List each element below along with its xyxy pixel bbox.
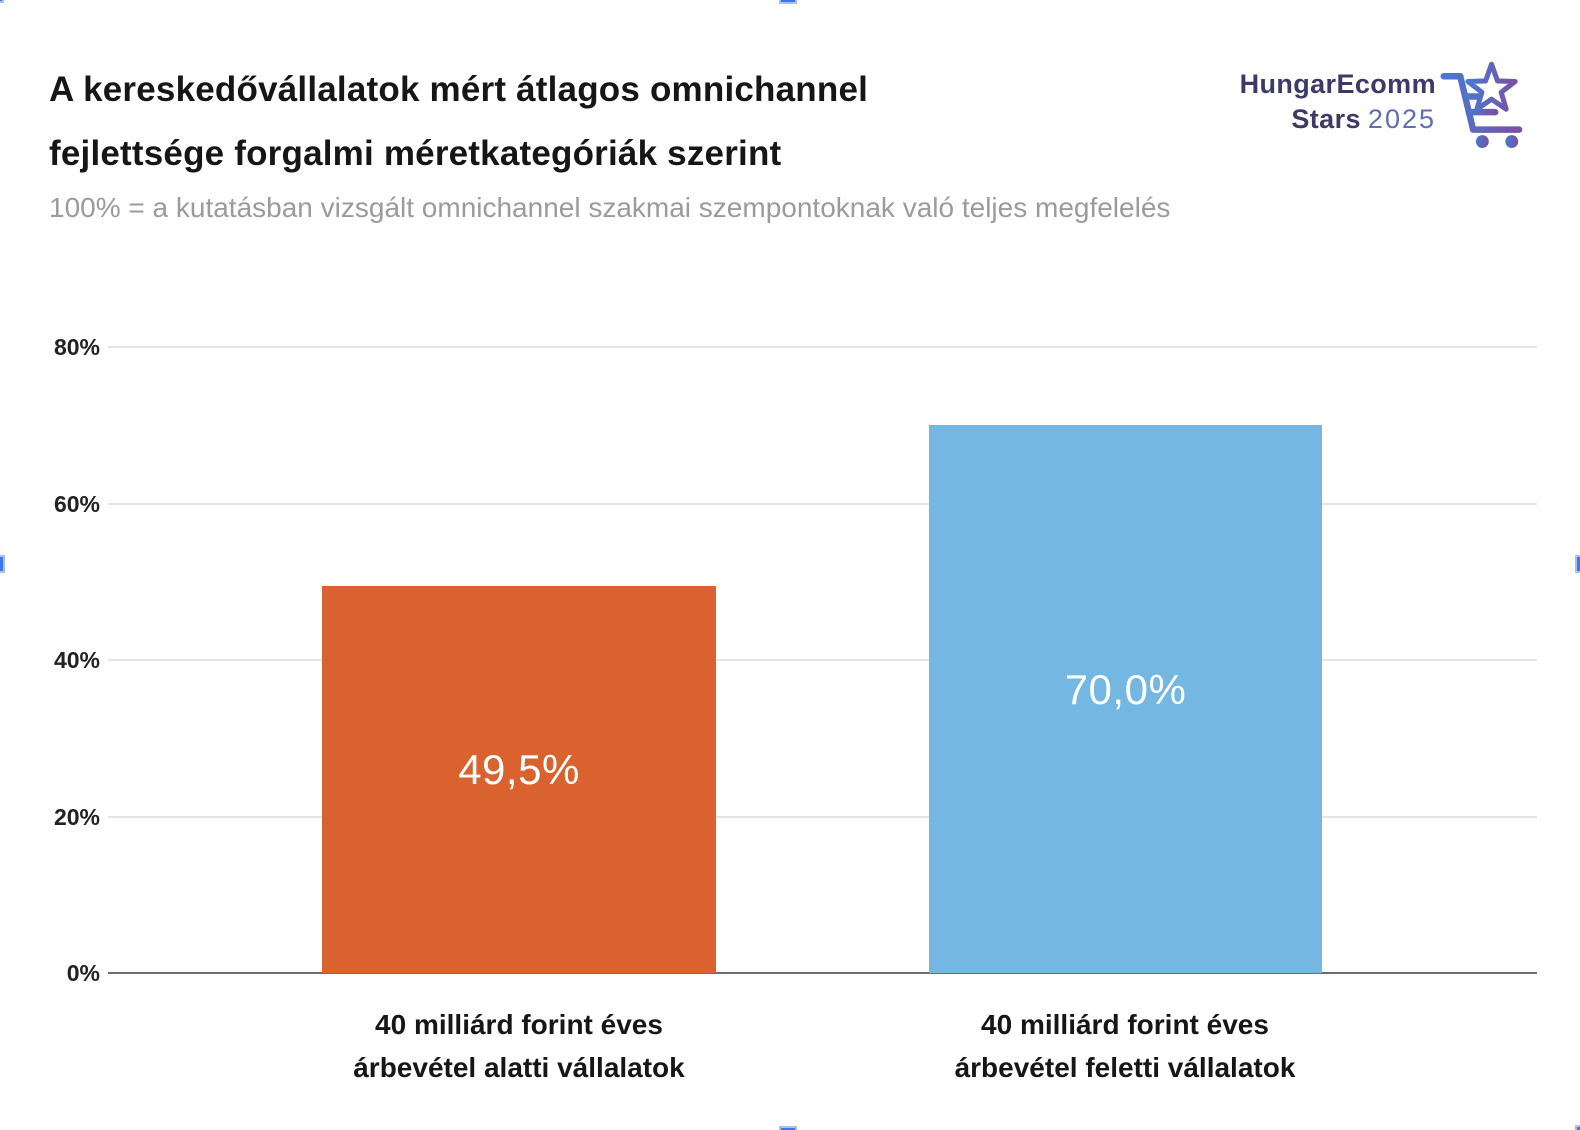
selection-handle-top-left[interactable] <box>0 0 4 3</box>
y-axis: 0% 20% 40% 60% 80% <box>0 335 100 985</box>
hungarecomm-logo: HungarEcomm Stars 2025 <box>1240 52 1532 152</box>
bar-value-label: 70,0% <box>1064 666 1187 714</box>
category-label-line1: 40 milliárd forint éves <box>981 1009 1269 1040</box>
chart-title: A kereskedővállalatok mért átlagos omnic… <box>49 58 868 186</box>
gridline-80 <box>108 346 1537 348</box>
chart-subtitle: 100% = a kutatásban vizsgált omnichannel… <box>49 192 1171 223</box>
category-label-line2: árbevétel alatti vállalatok <box>353 1052 685 1083</box>
bar-chart-plot-area[interactable]: 49,5% 70,0% 40 milliárd forint éves árbe… <box>108 346 1537 1083</box>
bar-value-label: 49,5% <box>458 746 580 794</box>
y-tick-20: 20% <box>53 803 100 830</box>
y-tick-0: 0% <box>66 960 100 986</box>
bar-under-40-billion: 49,5% <box>322 585 716 973</box>
hungarecomm-logo-text: HungarEcomm Stars 2025 <box>1240 67 1436 137</box>
category-label-over-40-billion: 40 milliárd forint éves árbevétel felett… <box>845 1003 1405 1089</box>
y-tick-60: 60% <box>53 490 100 517</box>
y-tick-40: 40% <box>53 647 100 673</box>
bar-over-40-billion: 70,0% <box>929 425 1322 973</box>
selection-handle-bottom-center[interactable] <box>779 1126 797 1130</box>
category-label-under-40-billion: 40 milliárd forint éves árbevétel alatti… <box>239 1003 799 1089</box>
selection-handle-bottom-right[interactable] <box>1575 1125 1580 1130</box>
cart-star-icon <box>1440 61 1523 148</box>
chart-title-line2: fejlettsége forgalmi méretkategóriák sze… <box>49 134 782 173</box>
category-label-line1: 40 milliárd forint éves <box>375 1009 663 1040</box>
selection-handle-top-center[interactable] <box>779 0 797 4</box>
gridline-20 <box>108 815 1537 818</box>
logo-year-label: 2025 <box>1367 104 1436 134</box>
y-tick-80: 80% <box>53 334 100 360</box>
logo-brand-line2: Stars 2025 <box>1291 102 1436 137</box>
selection-handle-middle-left[interactable] <box>0 555 5 573</box>
logo-stars-label: Stars <box>1291 104 1361 134</box>
x-axis-line <box>108 972 1537 974</box>
chart-title-line1: A kereskedővállalatok mért átlagos omnic… <box>49 70 869 109</box>
logo-brand-name: HungarEcomm <box>1239 69 1436 99</box>
category-label-line2: árbevétel feletti vállalatok <box>954 1052 1296 1083</box>
gridline-60 <box>108 502 1537 505</box>
gridline-40 <box>108 659 1537 661</box>
selection-handle-middle-right[interactable] <box>1575 555 1580 573</box>
